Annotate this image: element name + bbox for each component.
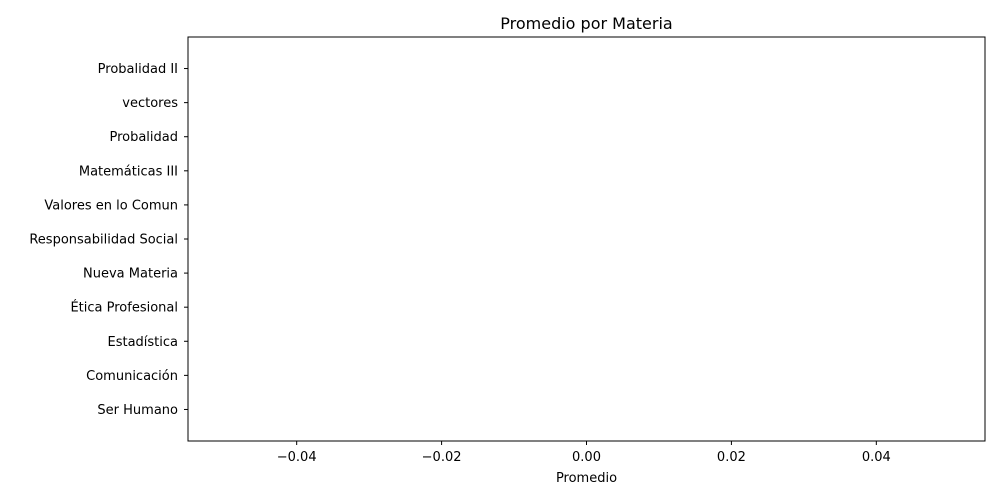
y-tick-label: Comunicación — [86, 369, 178, 384]
chart-title: Promedio por Materia — [500, 14, 672, 33]
y-tick-label: Valores en lo Comun — [44, 198, 178, 213]
y-tick-label: Ética Profesional — [70, 300, 178, 316]
x-axis: −0.04 −0.02 0.00 0.02 0.04 — [277, 441, 891, 465]
y-tick-label: Responsabilidad Social — [29, 233, 178, 248]
x-tick-label: 0.04 — [862, 450, 891, 465]
y-tick-label: Ser Humano — [97, 403, 178, 418]
x-tick-label: 0.00 — [572, 450, 601, 465]
x-tick-label: −0.04 — [277, 450, 317, 465]
y-axis: Ser Humano Comunicación Estadística Ética P… — [29, 62, 188, 418]
plot-frame — [187, 36, 986, 442]
x-axis-label: Promedio — [556, 471, 617, 486]
x-tick-label: −0.02 — [422, 450, 462, 465]
y-tick-label: Nueva Materia — [83, 267, 178, 282]
y-tick-label: Probalidad II — [98, 62, 178, 77]
y-tick-label: Probalidad — [109, 130, 178, 145]
x-tick-label: 0.02 — [717, 450, 746, 465]
y-tick-label: vectores — [122, 96, 178, 111]
y-tick-label: Matemáticas III — [79, 164, 178, 179]
y-tick-label: Estadística — [107, 335, 178, 350]
